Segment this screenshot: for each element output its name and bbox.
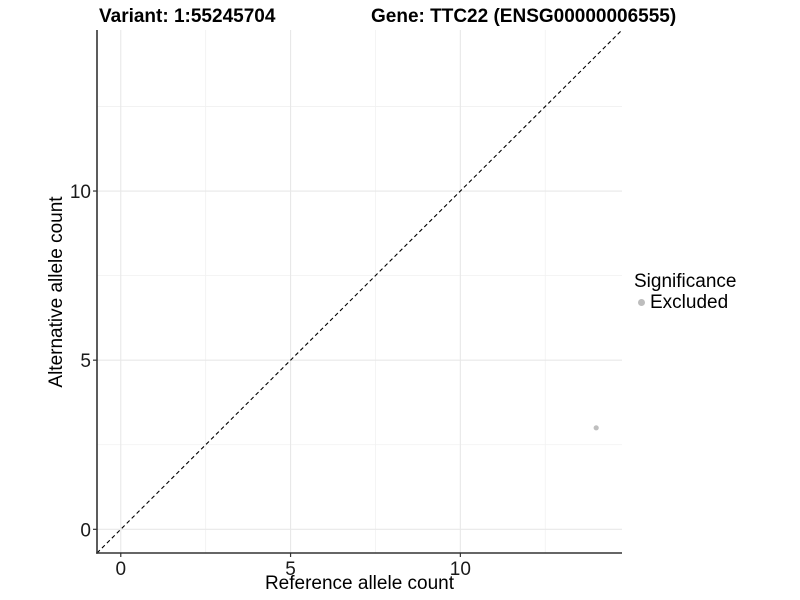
gene-title: Gene: TTC22 (ENSG00000006555) bbox=[371, 6, 677, 27]
identity-dashed-line bbox=[96, 29, 623, 554]
x-tick-label: 5 bbox=[285, 559, 296, 580]
x-axis-title: Reference allele count bbox=[264, 573, 455, 594]
x-tick-label: 0 bbox=[115, 559, 126, 580]
data-point bbox=[593, 425, 599, 431]
x-tick-label: 10 bbox=[450, 559, 471, 580]
y-tick-label: 0 bbox=[80, 520, 91, 541]
legend-key-dot-icon bbox=[638, 299, 645, 306]
y-tick-label: 10 bbox=[70, 182, 91, 203]
legend-item-label: Excluded bbox=[650, 292, 729, 313]
y-axis-title: Alternative allele count bbox=[46, 196, 67, 388]
variant-title: Variant: 1:55245704 bbox=[99, 6, 276, 27]
legend: Significance Excluded bbox=[634, 271, 736, 313]
y-tick-label: 5 bbox=[80, 351, 91, 372]
legend-title: Significance bbox=[634, 271, 737, 292]
legend-item-excluded: Excluded bbox=[638, 292, 736, 313]
